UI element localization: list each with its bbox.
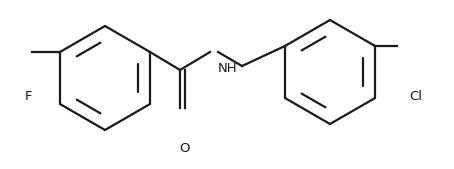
Text: O: O: [180, 141, 190, 154]
Text: F: F: [24, 90, 32, 103]
Text: NH: NH: [218, 62, 238, 75]
Text: Cl: Cl: [410, 90, 423, 103]
